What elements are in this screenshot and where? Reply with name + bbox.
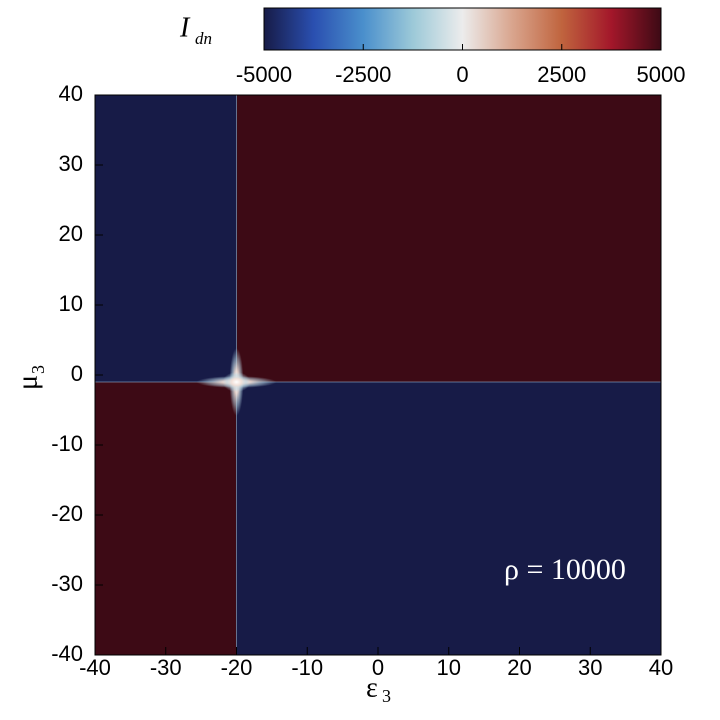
heatmap-cell (95, 382, 237, 655)
x-tick-label: -40 (79, 655, 111, 680)
y-tick-label: -20 (51, 501, 83, 526)
x-tick-label: 10 (437, 655, 461, 680)
y-axis-label: μ (12, 375, 43, 390)
x-tick-label: -20 (221, 655, 253, 680)
y-tick-label: 40 (59, 81, 83, 106)
x-axis-label: ε (366, 672, 378, 703)
colorbar (263, 7, 662, 51)
y-tick-label: -30 (51, 571, 83, 596)
y-tick-label: -10 (51, 431, 83, 456)
x-axis-label-sub: 3 (382, 686, 391, 706)
heatmap-cell (236, 95, 661, 382)
x-tick-label: 20 (507, 655, 531, 680)
y-axis-label-sub: 3 (28, 365, 48, 374)
colorbar-tick-label: -5000 (236, 62, 292, 87)
y-tick-label: 20 (59, 221, 83, 246)
y-tick-label: 30 (59, 151, 83, 176)
y-tick-label: 10 (59, 291, 83, 316)
y-tick-label: 0 (71, 361, 83, 386)
x-tick-label: 40 (649, 655, 673, 680)
colorbar-tick-label: 0 (456, 62, 468, 87)
colorbar-label-sub: dn (195, 29, 212, 48)
x-tick-label: -10 (291, 655, 323, 680)
heatmap-cell (236, 382, 661, 655)
colorbar-tick-label: 2500 (537, 62, 586, 87)
singularity (95, 95, 661, 655)
heatmap-cell (95, 95, 237, 382)
colorbar-tick-label: 5000 (637, 62, 686, 87)
x-tick-label: 30 (578, 655, 602, 680)
colorbar-label: I (179, 12, 191, 43)
y-tick-label: -40 (51, 641, 83, 666)
colorbar-tick-label: -2500 (335, 62, 391, 87)
annotation: ρ = 10000 (504, 553, 626, 586)
x-tick-label: 0 (372, 655, 384, 680)
x-tick-label: -30 (150, 655, 182, 680)
glow (222, 372, 251, 392)
y-axis-title: μ 3 (12, 365, 48, 390)
